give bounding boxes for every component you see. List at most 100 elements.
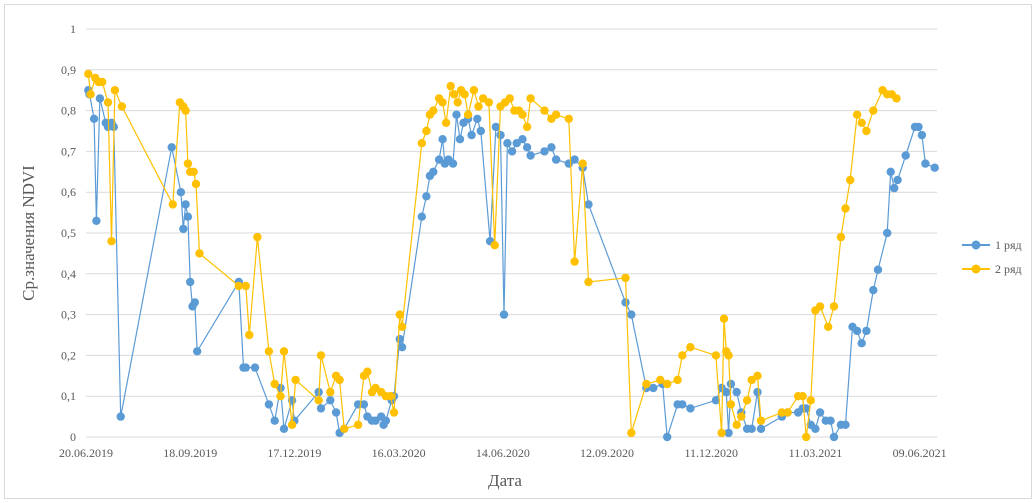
x-tick-label: 18.09.2019 [163,446,217,460]
y-tick-label: 0 [70,430,76,444]
data-point [287,420,297,429]
data-point [103,98,113,107]
data-point [901,151,910,160]
data-point [578,159,587,168]
data-point [717,428,726,438]
data-point [656,375,665,385]
x-tick-label: 11.12.2020 [684,446,738,460]
data-point [417,139,426,148]
x-tick-label: 11.03.2021 [789,446,843,460]
data-point [852,326,862,336]
data-point [886,167,895,176]
data-point [446,81,455,91]
data-point [316,404,326,413]
data-point [753,387,762,397]
data-point [917,130,927,140]
data-point [241,363,250,372]
data-point [491,122,501,132]
data-point [417,212,426,221]
y-tick-label: 0,7 [61,144,76,158]
data-point [473,114,482,124]
data-point [335,375,344,385]
data-point [857,339,866,348]
data-point [826,416,835,425]
data-point [460,90,469,99]
data-point [270,416,279,425]
data-point [276,392,285,401]
data-point [522,143,532,152]
data-point [747,375,756,385]
data-point [183,212,193,221]
data-point [340,424,349,433]
data-point [181,106,190,115]
data-point [397,322,407,331]
data-point [726,400,736,409]
data-point [189,167,198,176]
data-point [732,420,741,429]
data-point [564,114,573,124]
data-point [678,351,687,360]
data-point [711,396,721,405]
data-point [540,147,549,156]
data-point [663,379,672,389]
data-point [737,412,746,421]
data-point [95,94,105,103]
data-point [484,98,494,107]
data-point [756,424,766,433]
data-point [673,375,682,385]
x-tick-label: 16.03.2020 [372,446,426,460]
data-point [627,428,636,438]
y-tick-label: 0,9 [61,63,76,77]
data-point [116,412,125,421]
data-point [86,90,95,99]
data-point [314,396,323,405]
data-point [914,122,923,132]
series-1 [84,86,939,442]
y-tick-label: 0,6 [61,185,76,199]
x-axis-ticks: 20.06.2019 18.09.2019 17.12.2019 16.03.2020… [59,446,947,460]
data-point [621,298,630,307]
data-point [270,379,279,389]
data-point [649,383,658,393]
data-point [452,110,461,119]
data-point [893,175,902,185]
y-tick-label: 0,5 [61,226,76,240]
x-tick-label: 14.06.2020 [476,446,530,460]
legend: 1 ряд 2 ряд [962,238,1022,276]
data-point [181,200,190,209]
y-axis-title: Ср.значения NDVI [19,165,38,301]
data-point [841,420,850,429]
data-point [92,216,101,225]
data-point [448,159,458,168]
data-point [873,265,883,274]
data-point [719,314,729,323]
data-point [499,310,509,319]
data-point [107,237,116,246]
data-point [463,110,473,119]
series-layer [84,69,939,442]
data-point [363,367,372,376]
data-point [890,183,899,193]
data-point [747,424,756,433]
y-axis-ticks: 0 0,1 0,2 0,3 0,4 0,5 0,6 0,7 0,8 0,9 1 [61,22,76,444]
data-point [726,379,736,389]
data-point [540,106,549,115]
data-point [505,94,514,103]
data-point [395,310,404,319]
data-point [518,135,527,144]
data-point [815,302,825,311]
data-point [186,277,195,287]
data-point [84,69,93,79]
data-point [98,77,107,87]
data-point [526,94,535,103]
data-point [836,232,846,242]
data-point [686,343,695,352]
data-point [397,343,407,352]
data-point [441,118,451,128]
data-point [250,363,260,372]
data-point [168,200,177,209]
data-point [756,416,766,425]
data-point [584,200,593,209]
data-point [921,159,930,168]
data-point [742,396,752,405]
